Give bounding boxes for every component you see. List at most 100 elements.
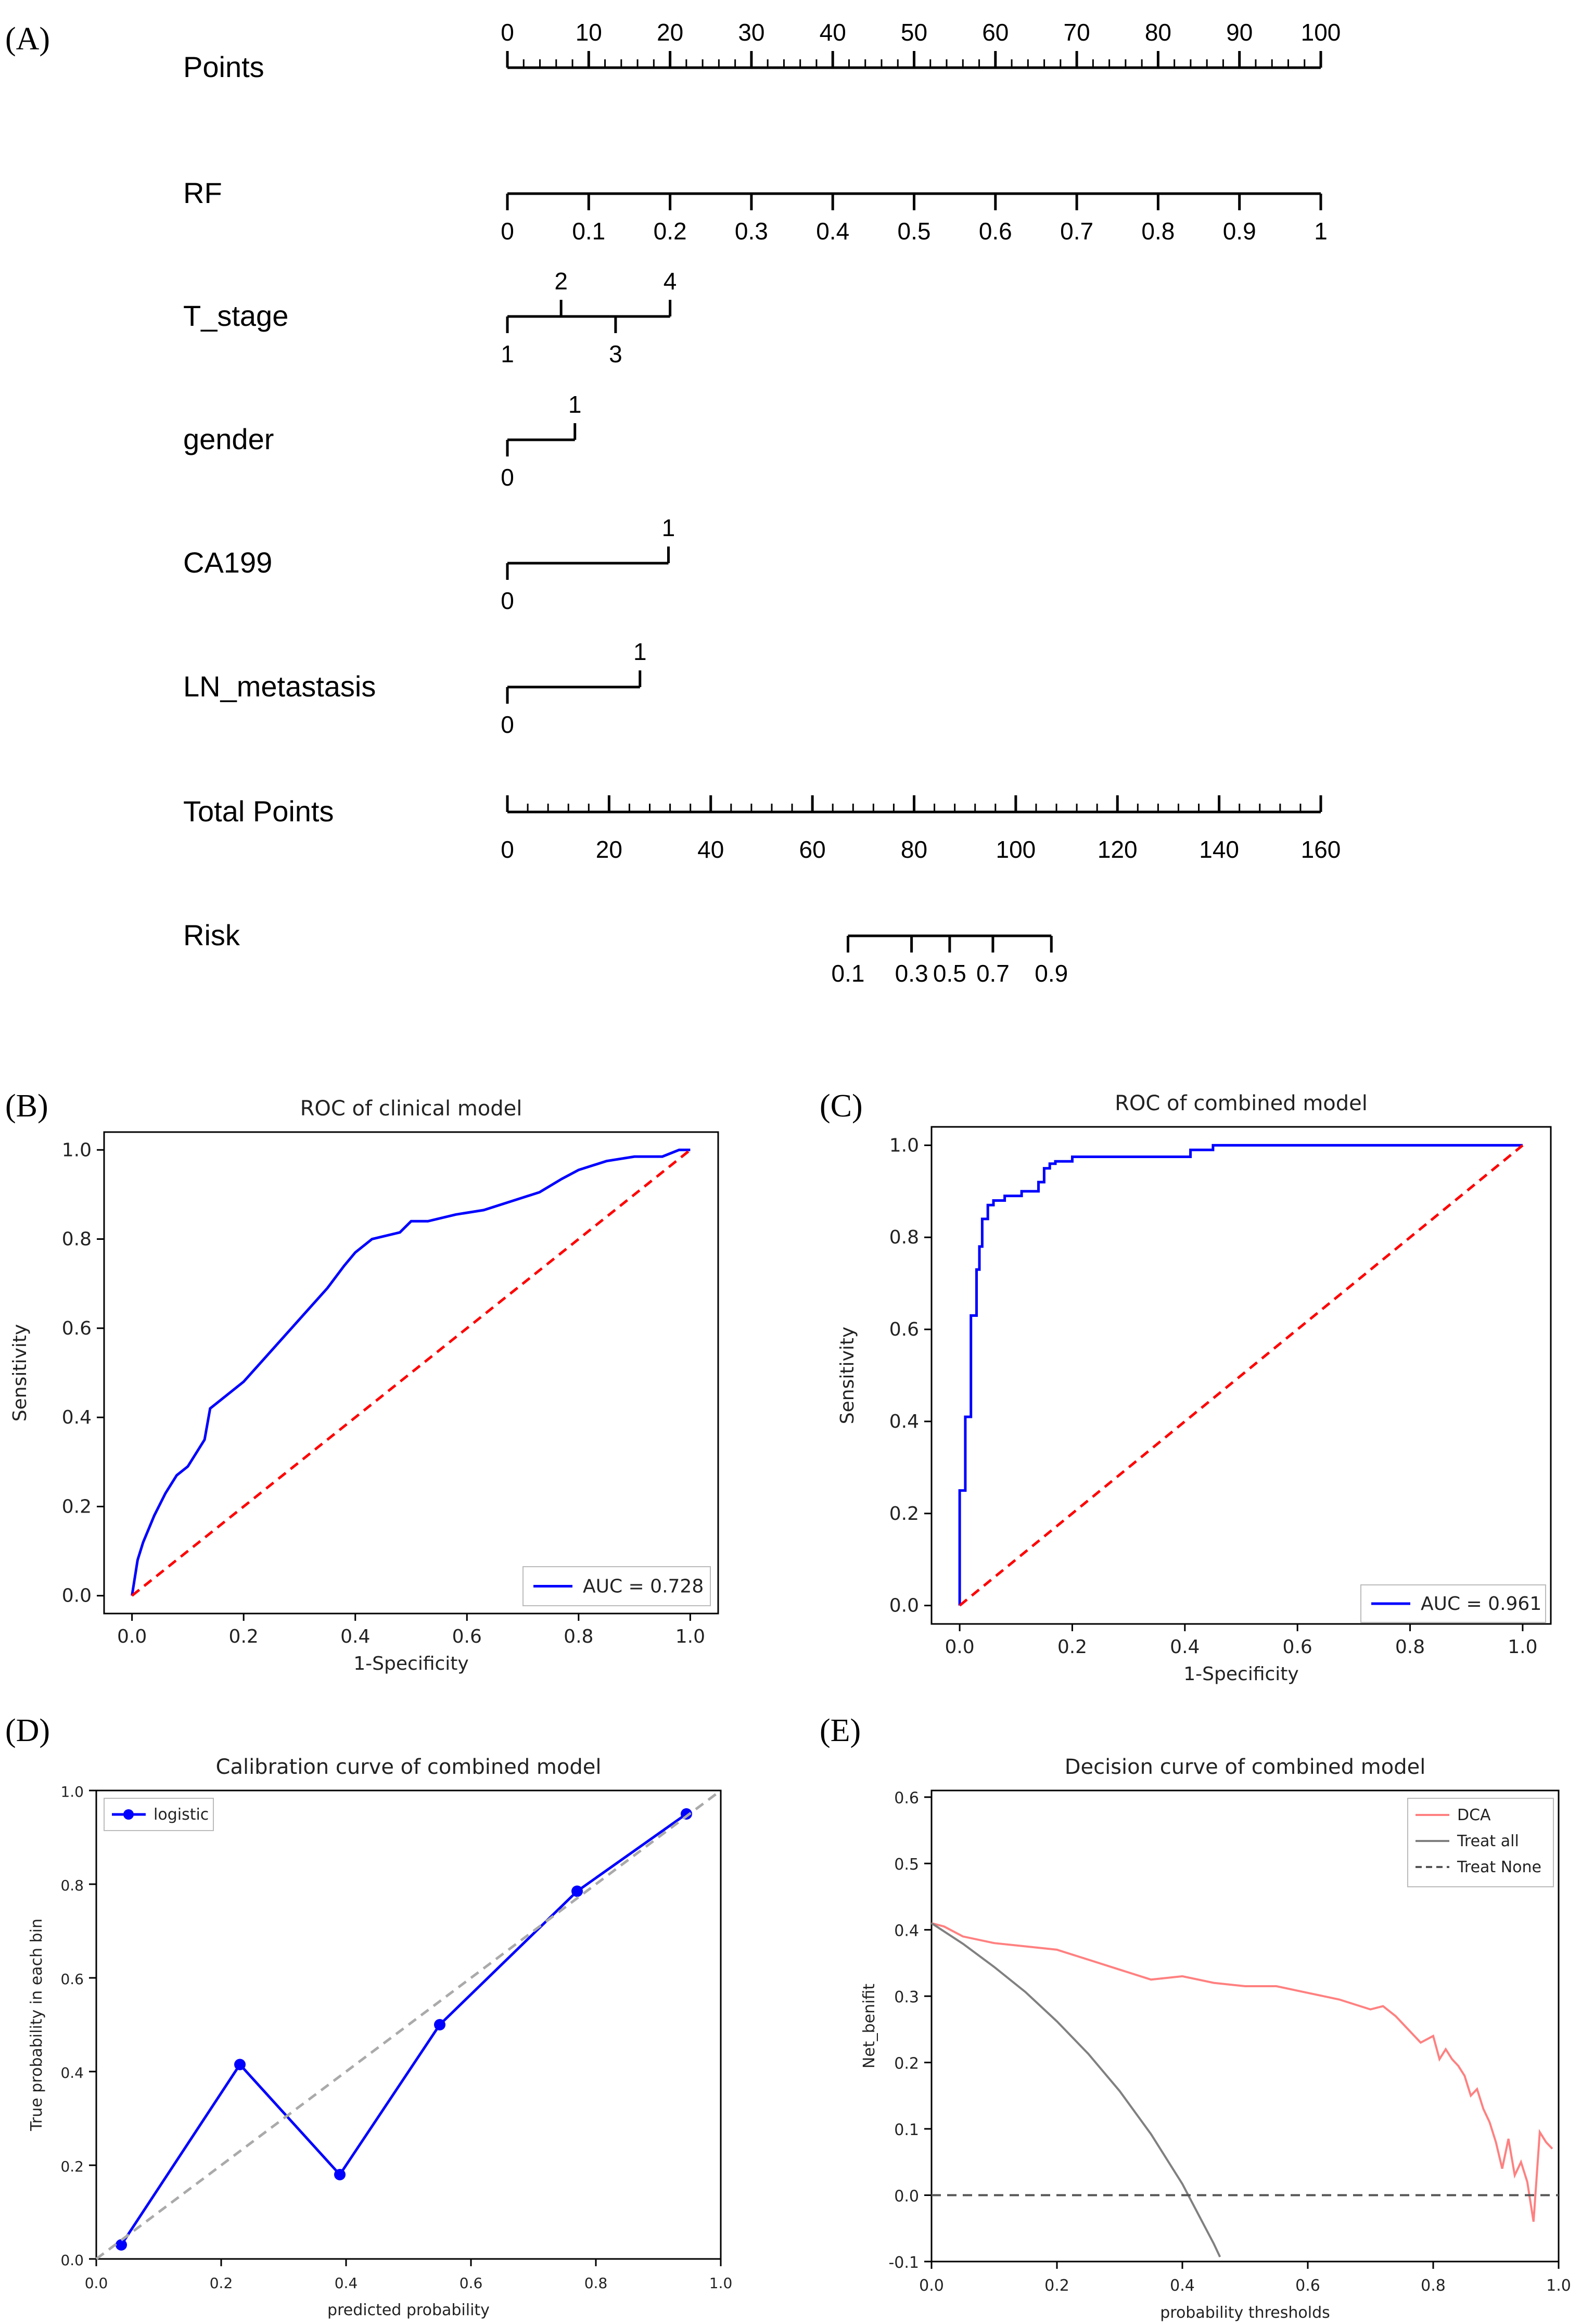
panel-label-c: (C) — [820, 1088, 863, 1124]
y-tick-label: 0.0 — [889, 1595, 919, 1617]
data-point — [434, 2019, 445, 2030]
chart-title: Calibration curve of combined model — [216, 1755, 602, 1779]
nomogram-label-points: Points — [183, 50, 264, 83]
legend-label: Treat None — [1457, 1858, 1541, 1876]
y-tick-label: 0.8 — [60, 1877, 84, 1894]
y-axis-label: Sensitivity — [9, 1324, 31, 1421]
x-tick-label: 0.2 — [229, 1626, 259, 1647]
nomogram-label-gender: gender — [183, 423, 274, 455]
nomogram-tick-label: 70 — [1064, 19, 1090, 46]
nomogram-tick-label: 120 — [1098, 836, 1138, 863]
x-axis-label: 1-Specificity — [1183, 1663, 1298, 1685]
y-tick-label: 0.2 — [60, 2158, 84, 2175]
series-line-auc-0-728 — [131, 1148, 691, 1596]
nomogram-tick-label: 140 — [1199, 836, 1239, 863]
panel-label-b: (B) — [5, 1088, 48, 1124]
panel-label-d: (D) — [5, 1713, 50, 1748]
x-tick-label: 0.8 — [1421, 2277, 1446, 2295]
x-tick-label: 0.6 — [1295, 2277, 1320, 2295]
x-tick-label: 0.8 — [584, 2275, 608, 2292]
x-tick-label: 0.2 — [1057, 1636, 1087, 1658]
nomogram-tick-label: 0.9 — [1223, 218, 1256, 245]
y-tick-label: 0.6 — [60, 1971, 84, 1988]
chart-title: ROC of combined model — [1115, 1091, 1368, 1115]
data-point — [681, 1808, 692, 1820]
nomogram-tick-label: 0.3 — [895, 960, 928, 987]
x-tick-label: 0.2 — [1044, 2277, 1069, 2295]
nomogram-tick-label: 0 — [501, 711, 514, 738]
series-line-dca — [931, 1922, 1553, 2222]
x-tick-label: 0.8 — [1395, 1636, 1425, 1658]
legend-box — [1407, 1798, 1554, 1887]
decision-curve-chart: Decision curve of combined model 0.0 0.2 0.… — [860, 1755, 1571, 2322]
y-tick-label: 1.0 — [62, 1139, 92, 1161]
nomogram-tick-label: 80 — [1145, 19, 1171, 46]
data-point — [234, 2059, 246, 2071]
nomogram-tick-label: 0.5 — [933, 960, 966, 987]
series-line-treat-all — [930, 1922, 1221, 2257]
nomogram-tick-label: 90 — [1226, 19, 1253, 46]
nomogram-tick-label: 1 — [633, 638, 647, 665]
legend-label: DCA — [1457, 1806, 1491, 1824]
x-tick-label: 0.0 — [85, 2275, 108, 2292]
x-tick-label: 0.4 — [340, 1626, 370, 1647]
y-tick-label: 0.4 — [60, 2064, 84, 2081]
data-point — [571, 1885, 583, 1897]
plot-frame — [95, 1789, 722, 2260]
nomogram-tick-label: 0 — [501, 464, 514, 491]
x-tick-label: 1.0 — [1508, 1636, 1537, 1658]
panel-label-a: (A) — [5, 21, 50, 57]
x-tick-label: 0.2 — [210, 2275, 233, 2292]
y-tick-label: 0.6 — [889, 1319, 919, 1340]
x-tick-label: 0.4 — [1170, 1636, 1200, 1658]
nomogram-tick-label: 0.5 — [898, 218, 931, 245]
x-tick-label: 1.0 — [1546, 2277, 1571, 2295]
x-tick-label: 0.4 — [1170, 2277, 1195, 2295]
nomogram-tick-label: 80 — [901, 836, 927, 863]
legend-marker — [123, 1809, 134, 1820]
y-tick-label: 0.4 — [894, 1922, 919, 1940]
y-tick-label: 0.0 — [894, 2188, 919, 2206]
nomogram-tick-label: 100 — [1301, 19, 1341, 46]
legend-label: AUC = 0.728 — [583, 1576, 704, 1597]
nomogram-tick-label: 0.9 — [1035, 960, 1068, 987]
x-tick-label: 0.0 — [117, 1626, 147, 1647]
nomogram-tick-label: 50 — [901, 19, 927, 46]
panel-label-e: (E) — [820, 1713, 861, 1748]
y-tick-label: 0.8 — [889, 1227, 919, 1248]
nomogram-tick-label: 60 — [799, 836, 826, 863]
nomogram-tick-label: 3 — [609, 340, 622, 367]
nomogram-tick-label: 0.7 — [1060, 218, 1093, 245]
plot-frame — [103, 1131, 719, 1615]
nomogram-tick-label: 0.2 — [654, 218, 687, 245]
y-tick-label: 0.8 — [62, 1229, 92, 1250]
y-tick-label: 0.2 — [889, 1503, 919, 1525]
y-tick-label: 0.1 — [894, 2121, 919, 2139]
y-axis-label: Net_benifit — [860, 1984, 878, 2068]
y-tick-label: 1.0 — [60, 1783, 84, 1800]
nomogram-tick-label: 20 — [596, 836, 622, 863]
y-tick-label: 1.0 — [889, 1135, 919, 1156]
series-line-chance — [131, 1149, 691, 1597]
y-tick-label: 0.6 — [894, 1789, 919, 1808]
nomogram-tick-label: 0.3 — [735, 218, 768, 245]
series-line-logistic — [120, 1812, 687, 2246]
nomogram-tick-label: 0.1 — [832, 960, 865, 987]
data-point — [334, 2169, 346, 2180]
nomogram-tick-label: 100 — [996, 836, 1036, 863]
nomogram-label-ln-metastasis: LN_metastasis — [183, 670, 376, 703]
data-point — [116, 2239, 127, 2251]
x-axis-label: predicted probability — [327, 2301, 490, 2319]
y-axis-label: True probability in each bin — [28, 1919, 46, 2131]
nomogram-tick-label: 0.8 — [1141, 218, 1175, 245]
series-line-perfect — [95, 1789, 722, 2260]
x-tick-label: 0.4 — [335, 2275, 358, 2292]
plot-frame — [930, 1126, 1552, 1625]
x-tick-label: 0.0 — [919, 2277, 944, 2295]
roc-combined-chart: ROC of combined model 0.0 0.2 0.4 0.6 0.8 1.0 0… — [837, 1091, 1552, 1685]
y-tick-label: 0.5 — [894, 1856, 919, 1874]
legend-label: Treat all — [1457, 1832, 1519, 1850]
nomogram-tick-label: 40 — [697, 836, 724, 863]
y-tick-label: 0.0 — [60, 2252, 84, 2269]
